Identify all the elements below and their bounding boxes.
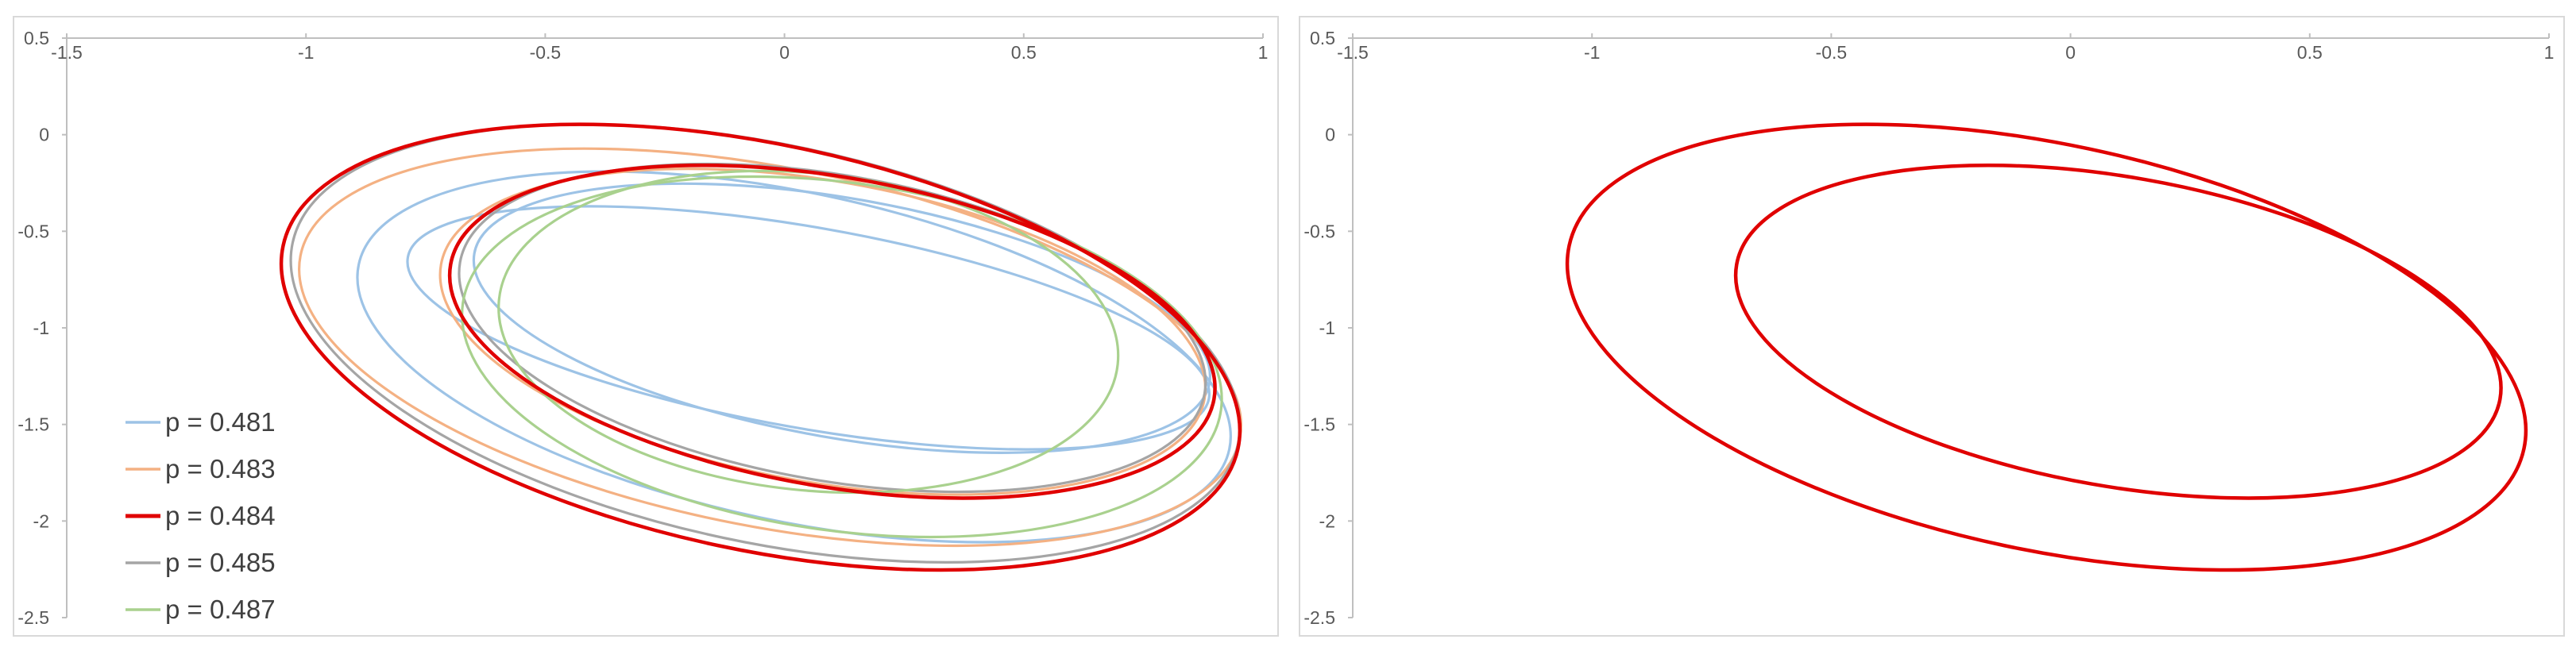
legend-label: p = 0.481 (165, 407, 276, 437)
y-tick-label: 0 (39, 125, 49, 145)
x-tick-label: -1 (1584, 42, 1600, 63)
x-tick-label: 0 (2065, 42, 2076, 63)
y-tick-label: -0.5 (1303, 221, 1335, 241)
legend-label: p = 0.483 (165, 454, 276, 483)
x-tick-label: -1.5 (51, 42, 83, 63)
y-tick-label: -1 (1319, 318, 1335, 338)
y-tick-label: -0.5 (17, 221, 49, 241)
legend-label: p = 0.485 (165, 548, 276, 577)
y-tick-label: -1.5 (17, 414, 49, 435)
y-tick-label: -1.5 (1303, 414, 1335, 435)
y-tick-label: -2.5 (17, 607, 49, 628)
series-loop (1733, 164, 2503, 500)
series-loop (279, 122, 1242, 572)
x-tick-label: 0 (779, 42, 790, 63)
y-tick-label: -1 (33, 318, 49, 338)
x-tick-label: -0.5 (1816, 42, 1848, 63)
legend-label: p = 0.484 (165, 501, 276, 530)
y-tick-label: 0 (1325, 125, 1335, 145)
series-loop (1565, 122, 2528, 572)
series-loop (289, 122, 1242, 564)
legend-label: p = 0.487 (165, 595, 276, 624)
chart-panel-right: -1.5 -1 -0.5 0 0.5 1 0.5 0 -0.5 -1 -1.5 -2 -2.5 (1299, 16, 2565, 637)
series-loop (356, 170, 1232, 544)
x-tick-label: -1 (298, 42, 314, 63)
x-tick-label: -1.5 (1337, 42, 1369, 63)
x-tick-label: 1 (1258, 42, 1269, 63)
series-loop (447, 164, 1217, 500)
x-tick-label: 0.5 (1011, 42, 1037, 63)
chart-panel-left: -1.5 -1 -0.5 0 0.5 1 0.5 0 -0.5 -1 -1.5 -2 -2.5 p = 0… (13, 16, 1279, 637)
y-tick-label: -2.5 (1303, 607, 1335, 628)
y-tick-label: 0.5 (24, 28, 49, 48)
x-tick-label: 1 (2544, 42, 2555, 63)
y-tick-label: 0.5 (1310, 28, 1335, 48)
series-loop (406, 205, 1211, 451)
y-tick-label: -2 (33, 510, 49, 531)
series-loop (472, 182, 1211, 454)
x-tick-label: -0.5 (530, 42, 562, 63)
chart-right-svg: -1.5 -1 -0.5 0 0.5 1 0.5 0 -0.5 -1 -1.5 -2 -2.5 (1303, 28, 2555, 628)
series-loop (298, 147, 1243, 548)
series-loop (461, 175, 1223, 539)
y-tick-label: -2 (1319, 510, 1335, 531)
x-tick-label: 0.5 (2297, 42, 2323, 63)
chart-left-svg: -1.5 -1 -0.5 0 0.5 1 0.5 0 -0.5 -1 -1.5 -2 -2.5 p = 0… (17, 28, 1269, 628)
